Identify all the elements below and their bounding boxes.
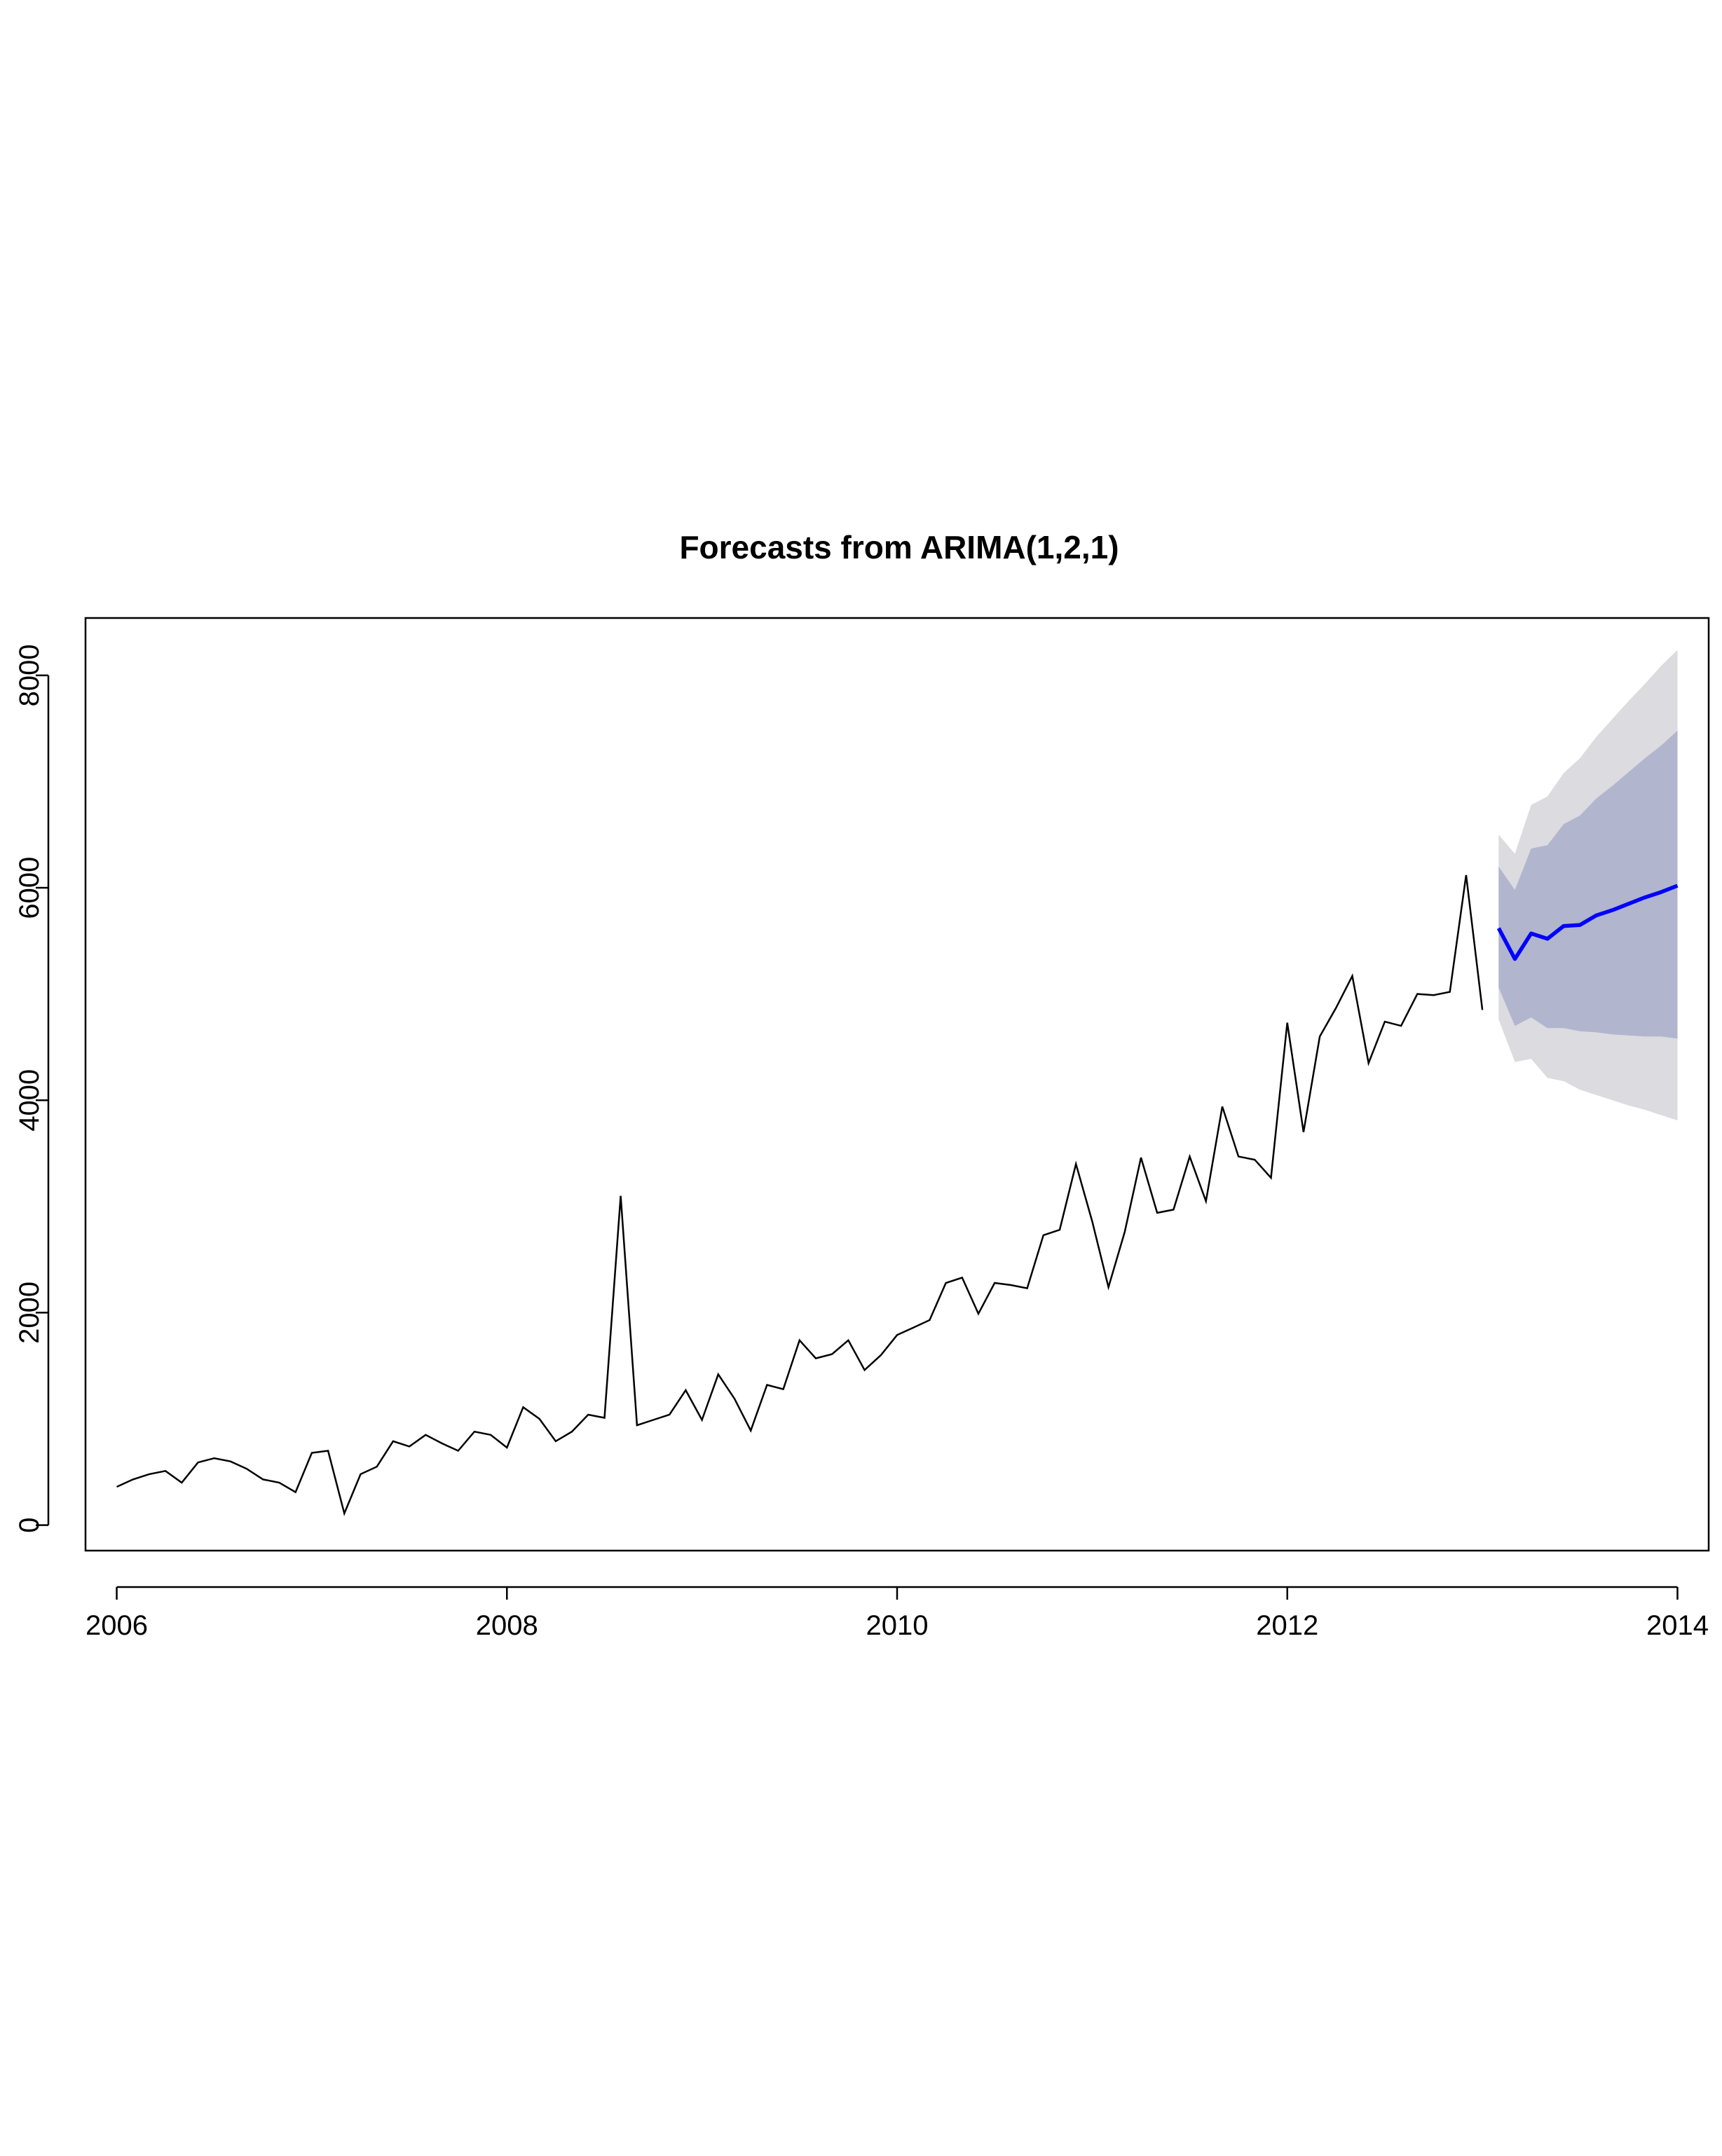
x-axis: 2006 2008 2010 2012 2014: [86, 1586, 1709, 1641]
forecast-series-line: [1496, 884, 1679, 961]
band-80-percent: [1498, 730, 1678, 1039]
y-tick-label: 4000: [14, 1069, 45, 1132]
y-axis: 0 2000 4000 6000 8000: [14, 644, 50, 1533]
x-tick-label: 2010: [866, 1610, 929, 1641]
x-tick-label: 2014: [1646, 1610, 1709, 1641]
y-tick-label: 8000: [14, 644, 45, 706]
x-tick-label: 2006: [86, 1610, 148, 1641]
confidence-bands: [1498, 650, 1678, 1120]
y-tick-label: 0: [14, 1517, 45, 1532]
plot-frame: [84, 617, 1710, 1552]
y-tick-label: 2000: [14, 1282, 45, 1344]
y-tick-label: 6000: [14, 857, 45, 919]
chart-title: Forecasts from ARIMA(1,2,1): [679, 529, 1119, 565]
observed-series-line: [116, 874, 1484, 1516]
series-lines: [116, 874, 1679, 1516]
x-tick-label: 2012: [1256, 1610, 1318, 1641]
x-tick-label: 2008: [476, 1610, 538, 1641]
